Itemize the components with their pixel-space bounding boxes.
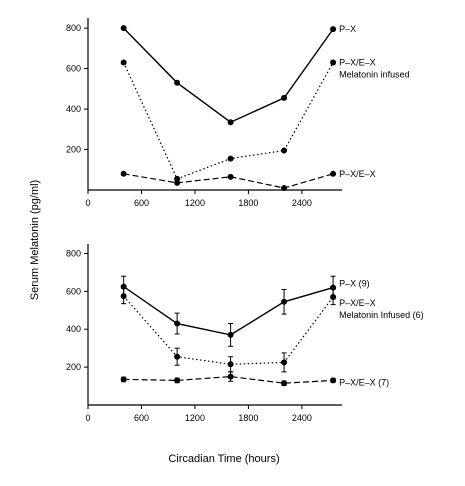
data-point: [281, 380, 288, 387]
data-point: [330, 170, 337, 177]
data-point: [174, 179, 181, 186]
series-label: P–X/E–X: [339, 169, 376, 179]
y-tick-label: 600: [66, 286, 81, 296]
series-label: P–X: [339, 24, 356, 34]
top-panel: 200 400 600 800 0 600 1200 1800 2400 P–X P–X/E–X Me…: [66, 18, 410, 208]
y-tick-label: 200: [66, 362, 81, 372]
data-point: [120, 59, 127, 66]
series-label: Melatonin Infused (6): [339, 310, 424, 320]
y-axis-title: Serum Melatonin (pg/ml): [29, 180, 41, 300]
y-tick-label: 200: [66, 145, 81, 155]
series-label: Melatonin infused: [339, 70, 410, 80]
x-tick-label: 0: [85, 198, 90, 208]
x-tick-label: 2400: [292, 413, 312, 423]
data-point: [120, 25, 127, 32]
data-point: [281, 184, 288, 191]
data-point: [330, 59, 337, 66]
x-tick-label: 1200: [185, 198, 205, 208]
y-tick-label: 800: [66, 248, 81, 258]
data-point: [120, 170, 127, 177]
y-tick-label: 400: [66, 104, 81, 114]
bottom-panel: 200 400 600 800 0 600 1200 1800 2400 P–X (9) P–X/E…: [66, 244, 424, 423]
series-line: [123, 27, 334, 124]
data-point: [281, 298, 288, 305]
data-point: [174, 353, 181, 360]
data-point: [330, 377, 337, 384]
data-point: [174, 377, 181, 384]
series-label: P–X/E–X (7): [339, 377, 389, 387]
series-label: P–X (9): [339, 279, 370, 289]
data-point: [281, 359, 288, 366]
x-tick-label: 1800: [238, 413, 258, 423]
data-point: [227, 173, 234, 180]
data-point: [227, 373, 234, 380]
series-line: [123, 286, 334, 336]
data-point: [174, 320, 181, 327]
data-point: [120, 293, 127, 300]
y-tick-label: 600: [66, 64, 81, 74]
data-point: [227, 119, 234, 126]
y-tick-label: 400: [66, 324, 81, 334]
data-point: [120, 376, 127, 383]
x-tick-label: 600: [134, 198, 149, 208]
series-label: P–X/E–X: [339, 298, 376, 308]
data-point: [281, 94, 288, 101]
x-tick-label: 1800: [238, 198, 258, 208]
data-point: [227, 155, 234, 162]
y-tick-label: 800: [66, 23, 81, 33]
data-point: [281, 147, 288, 154]
x-tick-label: 1200: [185, 413, 205, 423]
x-axis-title: Circadian Time (hours): [168, 453, 279, 465]
series-label: P–X/E–X: [339, 58, 376, 68]
x-tick-label: 0: [85, 413, 90, 423]
data-point: [330, 294, 337, 301]
data-point: [174, 79, 181, 86]
data-point: [227, 331, 234, 338]
x-tick-label: 600: [134, 413, 149, 423]
x-tick-label: 2400: [292, 198, 312, 208]
data-point: [330, 26, 337, 33]
data-point: [227, 361, 234, 368]
series-line: [123, 295, 334, 365]
